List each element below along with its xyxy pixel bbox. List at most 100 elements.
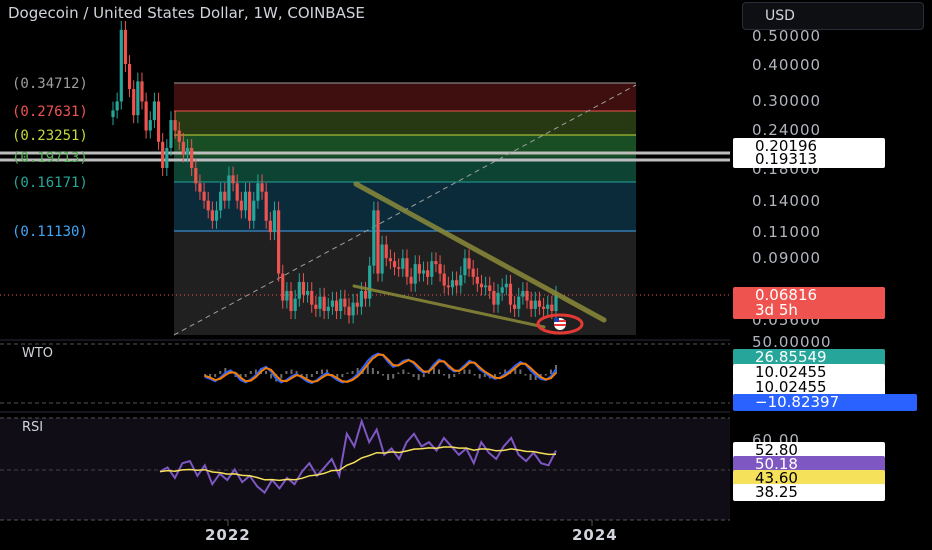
candle bbox=[123, 21, 128, 73]
wto-hist-bar bbox=[412, 374, 415, 377]
candle bbox=[272, 201, 277, 241]
candle bbox=[194, 159, 198, 192]
wto-hist-bar bbox=[280, 374, 283, 379]
candle bbox=[334, 291, 339, 320]
candle bbox=[533, 291, 537, 317]
wto-hist-bar bbox=[407, 372, 410, 374]
wto-hist-bar bbox=[438, 369, 440, 374]
candle bbox=[384, 235, 388, 267]
candle bbox=[243, 182, 248, 219]
candle bbox=[252, 191, 256, 229]
price-tick: 0.09000 bbox=[752, 249, 822, 267]
currency-selector[interactable]: USD bbox=[742, 2, 924, 30]
wto-hist-bar bbox=[219, 371, 222, 374]
wto-hist-bar bbox=[448, 374, 451, 379]
price-box-0-19313[interactable]: 0.19313 bbox=[733, 151, 885, 168]
candle bbox=[264, 182, 268, 229]
fib-zone-5 bbox=[174, 182, 636, 231]
candle bbox=[223, 182, 227, 209]
wto-hist-bar bbox=[265, 371, 268, 374]
price-tick: 0.40000 bbox=[752, 56, 822, 74]
price-tick: 0.11000 bbox=[752, 223, 822, 241]
wto-hist-bar bbox=[321, 369, 323, 374]
wto-hist-bar bbox=[371, 368, 374, 374]
candle bbox=[148, 111, 152, 139]
candle bbox=[409, 268, 413, 292]
candle bbox=[256, 174, 260, 209]
wto-value-2: 10.02455 bbox=[733, 364, 885, 381]
wto-hist-bar bbox=[443, 374, 446, 376]
candle bbox=[446, 276, 450, 296]
candle bbox=[467, 249, 471, 277]
rsi-value-1: 52.80 bbox=[733, 442, 885, 459]
candle bbox=[459, 266, 463, 294]
candle bbox=[152, 92, 157, 129]
wto-hist-bar bbox=[549, 369, 552, 374]
wto-hist-bar bbox=[214, 374, 217, 377]
wto-hist-bar bbox=[305, 374, 308, 379]
wto-hist-bar bbox=[315, 371, 318, 374]
candle bbox=[277, 201, 281, 282]
fib-label-3: (0.23251) bbox=[12, 128, 88, 144]
wto-hist-bar bbox=[351, 371, 354, 374]
candle bbox=[500, 278, 504, 301]
wto-pane-label[interactable]: WTO bbox=[22, 346, 54, 361]
wedge-lower-line[interactable] bbox=[352, 284, 546, 329]
candle bbox=[492, 282, 496, 313]
fib-label-5: (0.16171) bbox=[12, 175, 88, 191]
candle bbox=[529, 291, 533, 317]
candle bbox=[401, 249, 405, 277]
chart-title[interactable]: Dogecoin / United States Dollar, 1W, COI… bbox=[8, 4, 365, 22]
candle bbox=[388, 249, 392, 270]
wto-hist-bar bbox=[458, 372, 461, 374]
wto-hist-bar bbox=[341, 374, 344, 377]
wto-hist-bar bbox=[366, 365, 369, 374]
candle bbox=[260, 174, 264, 200]
rsi-value-4: 38.25 bbox=[733, 484, 885, 501]
candle bbox=[198, 174, 202, 200]
candle bbox=[484, 276, 488, 296]
candle bbox=[343, 289, 347, 315]
rsi-pane-label[interactable]: RSI bbox=[22, 420, 44, 435]
candle bbox=[496, 284, 500, 313]
wto-hist-bar bbox=[270, 374, 273, 379]
wto-hist-bar bbox=[478, 374, 481, 379]
candle bbox=[512, 295, 517, 317]
wto-hist-bar bbox=[544, 374, 547, 376]
candle bbox=[455, 271, 459, 294]
candle bbox=[521, 282, 525, 305]
price-tick: 0.50000 bbox=[752, 27, 822, 45]
wto-hist-bar bbox=[254, 369, 257, 374]
candle bbox=[421, 261, 426, 282]
price-box-0-20196[interactable]: 0.20196 bbox=[733, 138, 885, 155]
us-flag-event-icon[interactable] bbox=[536, 313, 584, 335]
wto-hist-bar bbox=[427, 372, 430, 374]
candle bbox=[537, 291, 542, 315]
candle bbox=[479, 274, 484, 296]
last-price-box[interactable]: 0.06816 bbox=[733, 287, 885, 304]
wto-hist-bar bbox=[499, 372, 502, 374]
candle bbox=[214, 201, 219, 229]
candle bbox=[541, 297, 546, 317]
candle bbox=[322, 287, 326, 320]
wto-hist-bar bbox=[356, 368, 359, 374]
wto-hist-bar bbox=[244, 374, 247, 377]
fib-zone-1 bbox=[174, 83, 636, 111]
candle bbox=[239, 191, 243, 219]
candle bbox=[305, 282, 310, 303]
wto-hist-bar bbox=[285, 371, 288, 374]
wedge-upper-line[interactable] bbox=[353, 181, 607, 323]
rsi-value-3: 43.60 bbox=[733, 470, 885, 487]
rsi-ma-line bbox=[159, 446, 557, 482]
wto-hist-bar bbox=[336, 374, 339, 379]
wto-hist-bar bbox=[204, 374, 206, 377]
candle bbox=[392, 252, 397, 276]
candle bbox=[111, 101, 115, 126]
wto-hist-bar bbox=[534, 374, 537, 380]
candles bbox=[111, 21, 558, 324]
candle bbox=[434, 252, 438, 273]
candle bbox=[289, 282, 293, 320]
candle bbox=[372, 201, 376, 274]
candle bbox=[206, 191, 210, 219]
